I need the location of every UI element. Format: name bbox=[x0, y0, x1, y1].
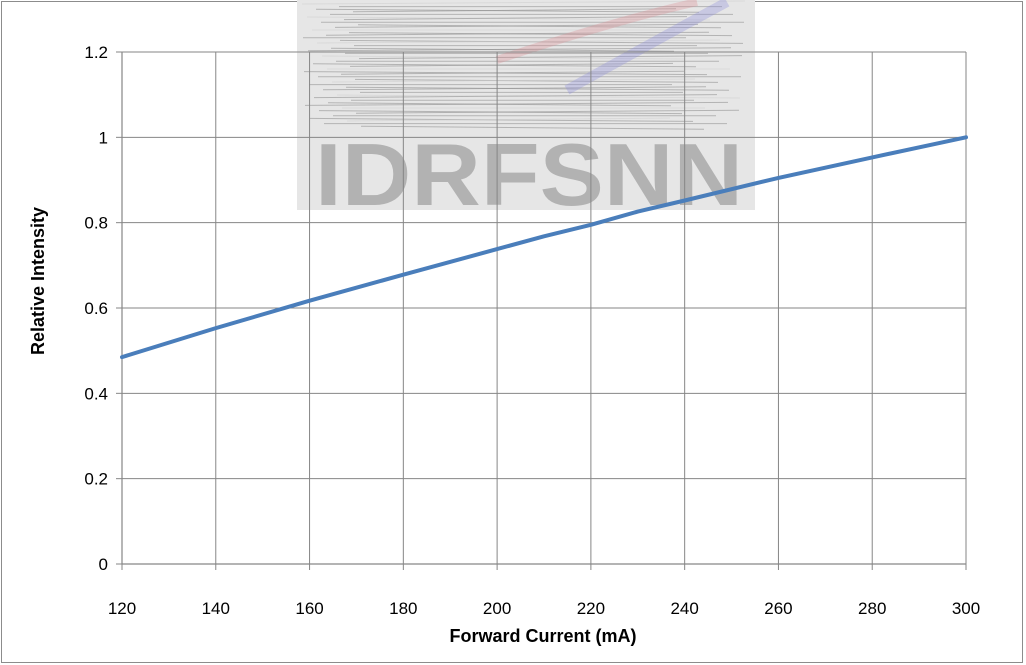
x-tick-label: 140 bbox=[202, 599, 230, 618]
x-tick-label: 160 bbox=[295, 599, 323, 618]
watermark-stroke bbox=[336, 94, 741, 99]
watermark-stroke bbox=[313, 94, 718, 99]
y-tick-label: 1.2 bbox=[84, 43, 108, 62]
x-tick-label: 300 bbox=[952, 599, 980, 618]
watermark-stroke bbox=[355, 109, 740, 114]
watermark-stroke bbox=[331, 78, 696, 83]
y-tick-label: 1 bbox=[99, 128, 108, 147]
x-tick-label: 240 bbox=[670, 599, 698, 618]
watermark-stroke bbox=[340, 70, 685, 75]
watermark-stroke bbox=[354, 78, 719, 83]
y-tick-label: 0 bbox=[99, 555, 108, 574]
watermark-stroke bbox=[345, 86, 730, 91]
watermark-swoosh-blue bbox=[564, 0, 730, 95]
y-axis-title: Relative Intensity bbox=[28, 207, 48, 355]
x-axis-tick-labels: 120 140 160 180 200 220 240 260 280 300 bbox=[108, 599, 980, 618]
watermark-stroke bbox=[325, 31, 710, 36]
watermark-stroke bbox=[322, 86, 707, 91]
x-axis-title: Forward Current (mA) bbox=[449, 626, 636, 646]
x-tick-label: 120 bbox=[108, 599, 136, 618]
watermark-stroke bbox=[334, 23, 699, 28]
watermark-stroke bbox=[343, 16, 688, 21]
watermark-stroke bbox=[339, 39, 744, 44]
series-line bbox=[120, 135, 968, 360]
watermark-stroke bbox=[358, 55, 743, 60]
watermark-stroke bbox=[352, 8, 677, 13]
series-layer bbox=[120, 135, 968, 360]
watermark-stroke bbox=[357, 24, 722, 29]
x-tick-label: 180 bbox=[389, 599, 417, 618]
watermark-stroke bbox=[360, 125, 705, 130]
watermark-stroke bbox=[301, 0, 746, 5]
y-axis-tick-labels: 0 0.2 0.4 0.6 0.8 1 1.2 bbox=[84, 43, 108, 574]
gridlines bbox=[116, 51, 967, 570]
x-tick-label: 280 bbox=[858, 599, 886, 618]
watermark-stroke bbox=[304, 101, 729, 106]
y-tick-label: 0.6 bbox=[84, 299, 108, 318]
watermark-swoosh-pink bbox=[495, 0, 698, 64]
watermark-stroke bbox=[316, 39, 721, 44]
y-tick-label: 0.4 bbox=[84, 384, 108, 403]
y-tick-label: 0.2 bbox=[84, 470, 108, 489]
x-tick-label: 200 bbox=[483, 599, 511, 618]
watermark-stroke bbox=[348, 32, 733, 37]
watermark-stroke bbox=[307, 47, 732, 52]
x-tick-label: 260 bbox=[764, 599, 792, 618]
x-tick-label: 220 bbox=[577, 599, 605, 618]
y-tick-label: 0.8 bbox=[84, 214, 108, 233]
watermark-logo-text: IDRFSNN bbox=[315, 125, 743, 224]
watermark-stroke bbox=[346, 117, 671, 122]
watermark: IDRFSNN bbox=[297, 0, 755, 224]
